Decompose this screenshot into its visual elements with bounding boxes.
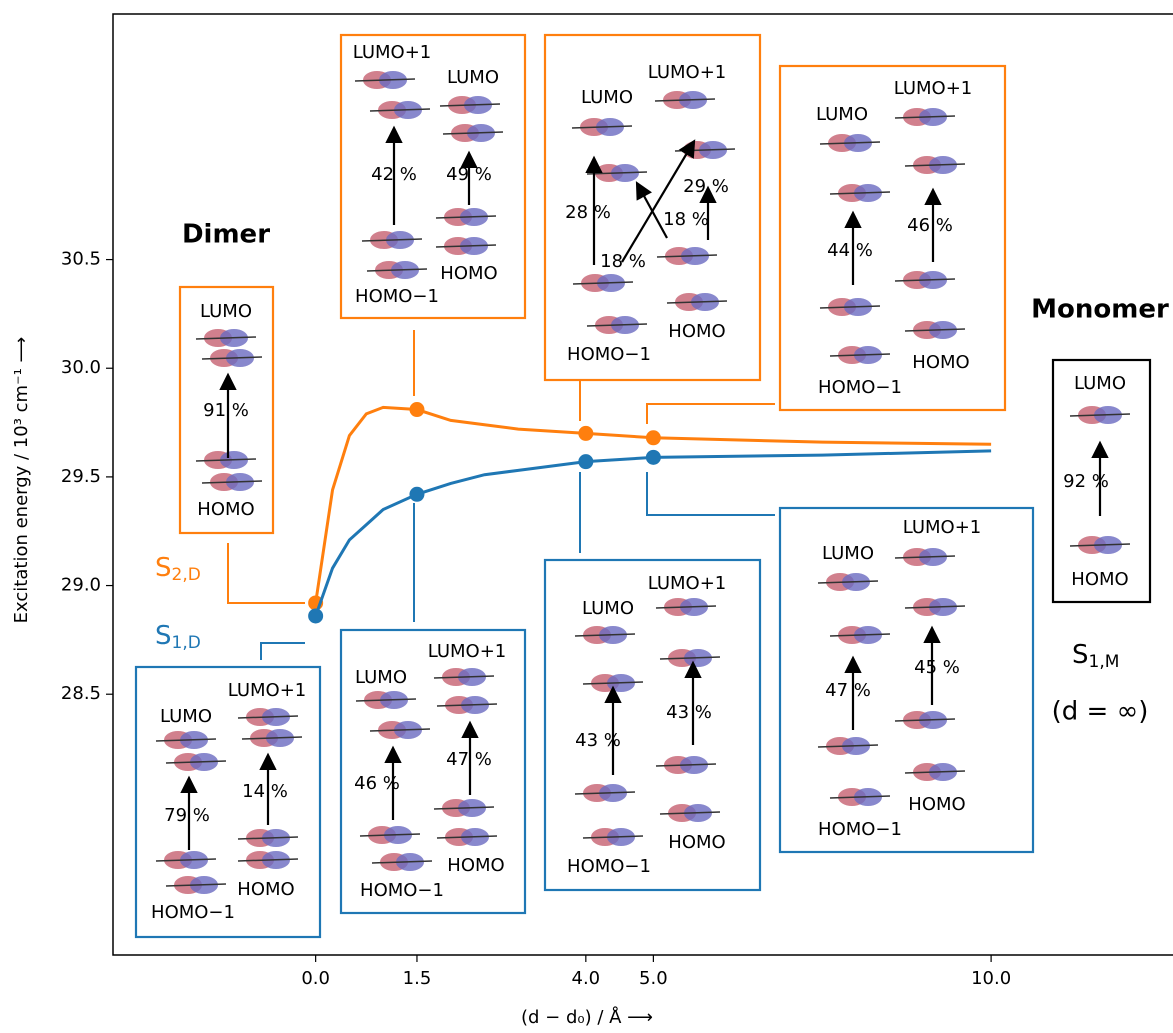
panel-label: LUMO [355, 667, 407, 688]
y-tick-label: 29.5 [61, 466, 101, 487]
x-axis-label: (d − d₀) / Å ⟶ [521, 1006, 653, 1028]
series-point [308, 608, 323, 623]
panel-label: 46 % [907, 215, 953, 236]
series-label: S1,D [155, 621, 201, 654]
series-point [646, 430, 661, 445]
panel-label: LUMO [822, 543, 874, 564]
panel-label: 49 % [446, 164, 492, 185]
panel-label: HOMO−1 [360, 880, 444, 901]
y-axis-label: Excitation energy / 10³ cm⁻¹ ⟶ [11, 337, 32, 624]
panel-label: 43 % [575, 730, 621, 751]
panel-label: LUMO+1 [648, 573, 727, 594]
panel-label: HOMO−1 [567, 344, 651, 365]
panel-label: LUMO+1 [228, 680, 307, 701]
panel-label: HOMO−1 [355, 286, 439, 307]
series-point [409, 402, 424, 417]
panel-label: 29 % [683, 176, 729, 197]
panel-label: 28 % [565, 202, 611, 223]
panel-label: LUMO+1 [648, 62, 727, 83]
panel-box [545, 560, 760, 890]
x-tick-label: 5.0 [639, 968, 668, 989]
panel-label: LUMO [581, 87, 633, 108]
panel-label: LUMO+1 [894, 78, 973, 99]
x-tick-label: 4.0 [572, 968, 601, 989]
panel-label: 43 % [666, 702, 712, 723]
panel-label: 92 % [1063, 471, 1109, 492]
panel-label: 47 % [825, 680, 871, 701]
panel-label: 79 % [164, 805, 210, 826]
panel-label: HOMO−1 [818, 377, 902, 398]
chart: (d − d₀) / Å ⟶ Excitation energy / 10³ c… [0, 0, 1173, 1033]
panel-label: LUMO+1 [353, 42, 432, 63]
connector [228, 543, 305, 603]
panel-label: LUMO [160, 706, 212, 727]
panel-label: HOMO [447, 855, 504, 876]
panel-label: HOMO−1 [818, 819, 902, 840]
panel-label: HOMO [197, 499, 254, 520]
panel-label: 14 % [242, 781, 288, 802]
panel-label: LUMO [1074, 373, 1126, 394]
panel-label: 18 % [663, 209, 709, 230]
panel-label: 44 % [827, 240, 873, 261]
y-tick-label: 28.5 [61, 683, 101, 704]
panel-label: HOMO−1 [151, 902, 235, 923]
panel-label: LUMO+1 [903, 517, 982, 538]
x-tick-label: 1.5 [403, 968, 432, 989]
panel-label: 46 % [354, 773, 400, 794]
panel-box [780, 66, 1005, 410]
panel-label: HOMO [440, 263, 497, 284]
annotation: Dimer [182, 220, 270, 250]
series-point [646, 450, 661, 465]
panel-label: 42 % [371, 164, 417, 185]
panel-label: LUMO+1 [428, 641, 507, 662]
panel-label: LUMO [447, 67, 499, 88]
panel-label: HOMO [668, 321, 725, 342]
series-point [409, 487, 424, 502]
y-tick-label: 29.0 [61, 575, 101, 596]
connector [261, 643, 305, 660]
x-tick-label: 10.0 [971, 968, 1011, 989]
connector [647, 472, 775, 515]
series-point [578, 426, 593, 441]
panel-label: HOMO−1 [567, 856, 651, 877]
panel-label: LUMO [200, 301, 252, 322]
annotation: Monomer [1031, 295, 1169, 325]
series-point [578, 454, 593, 469]
panel-label: LUMO [582, 598, 634, 619]
panel-label: HOMO [912, 352, 969, 373]
annotation: (d = ∞) [1052, 697, 1149, 727]
panel-label: HOMO [237, 879, 294, 900]
series-label: S2,D [155, 553, 201, 586]
annotation: S1,M [1072, 640, 1119, 673]
x-tick-label: 0.0 [301, 968, 330, 989]
y-tick-label: 30.5 [61, 249, 101, 270]
panel-label: 18 % [600, 251, 646, 272]
panel-label: HOMO [1071, 569, 1128, 590]
panel-label: 91 % [203, 400, 249, 421]
panel-label: 47 % [446, 749, 492, 770]
panel-label: HOMO [908, 794, 965, 815]
panel-label: 45 % [914, 657, 960, 678]
connector [647, 404, 775, 424]
y-tick-label: 30.0 [61, 357, 101, 378]
panel-label: LUMO [816, 104, 868, 125]
panel-label: HOMO [668, 832, 725, 853]
